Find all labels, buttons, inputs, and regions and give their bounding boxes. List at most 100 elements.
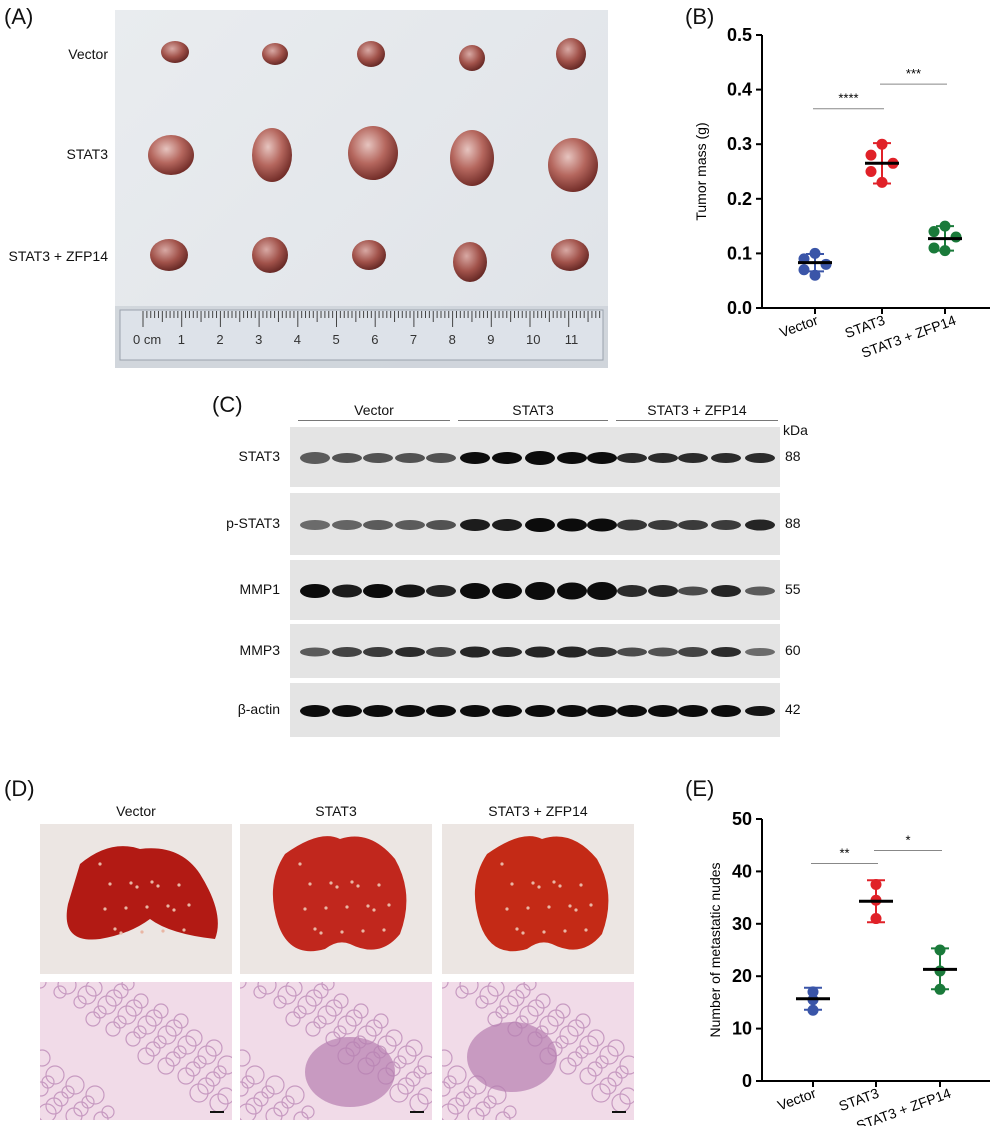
- alveolus: [475, 995, 489, 1009]
- alveolus: [479, 985, 499, 1005]
- alveolus: [113, 983, 129, 999]
- blot-band: [525, 705, 555, 717]
- alveolus: [579, 1035, 599, 1055]
- lung-gross-photo: [442, 824, 634, 974]
- alveolus: [85, 1011, 101, 1027]
- alveolus: [483, 1095, 497, 1109]
- alveolus: [455, 1091, 471, 1107]
- data-point: [928, 242, 940, 254]
- alveolus: [157, 1025, 177, 1045]
- ruler-number: 0 cm: [133, 332, 162, 347]
- alveolus: [615, 1065, 629, 1079]
- ruler-number: 1: [177, 332, 185, 347]
- blot-band: [648, 585, 678, 597]
- alveolus: [45, 1065, 65, 1085]
- metastatic-nodule: [340, 930, 344, 934]
- blot-band: [648, 705, 678, 717]
- blot-label: p-STAT3: [226, 515, 280, 531]
- alveolus: [261, 1085, 275, 1099]
- ruler-number: 11: [564, 332, 579, 347]
- metastatic-nodule: [361, 929, 365, 933]
- blot-band: [587, 452, 617, 464]
- alveolus: [125, 1031, 141, 1047]
- alveolus: [81, 1095, 95, 1109]
- blot-band: [332, 647, 362, 657]
- blot-band: [492, 519, 522, 531]
- tumor-mass-chart: 0.0 0.1 0.2 0.3 0.4 0.5 Tumor mass (g) Vector ST…: [693, 25, 990, 361]
- blot-band: [492, 452, 522, 464]
- kda-header: kDa: [783, 422, 808, 438]
- metastatic-nodule: [505, 907, 509, 911]
- metastatic-nodule: [303, 907, 307, 911]
- lung-shape: [272, 836, 407, 952]
- ruler-number: 7: [409, 332, 418, 347]
- y-axis-label: Number of metastatic nudes: [707, 862, 723, 1037]
- alveolus: [85, 1085, 105, 1105]
- blot-kda: 88: [785, 448, 801, 464]
- metastatic-nodule: [589, 903, 593, 907]
- metastatic-nodule: [324, 906, 328, 910]
- alveolus: [117, 1005, 137, 1025]
- alveolus: [165, 1051, 181, 1067]
- blot-band: [426, 453, 456, 463]
- metastatic-nodule: [108, 882, 112, 886]
- alveolus: [607, 1039, 625, 1057]
- blot-band: [492, 647, 522, 657]
- lung-column-vector: Vector: [116, 803, 156, 819]
- tumor-focus: [305, 1037, 395, 1107]
- metastatic-nodule: [558, 884, 562, 888]
- alveolus: [587, 1029, 605, 1047]
- alveolus: [487, 982, 505, 997]
- alveolus: [277, 985, 297, 1005]
- alveolus: [197, 1045, 217, 1065]
- blot-kda: 60: [785, 642, 801, 658]
- blot-band: [648, 453, 678, 463]
- blot-band: [492, 583, 522, 599]
- blot-band: [395, 647, 425, 657]
- alveolus: [297, 995, 317, 1015]
- alveolus: [313, 983, 329, 999]
- metastatic-nodule: [182, 928, 186, 932]
- data-point: [865, 166, 877, 177]
- data-point: [939, 245, 951, 257]
- alveolus: [475, 1101, 491, 1117]
- alveolus: [417, 1055, 432, 1075]
- blot-band: [332, 584, 362, 598]
- alveolus: [301, 1105, 315, 1119]
- alveolus: [447, 1065, 467, 1085]
- metastatic-nodule: [563, 929, 567, 933]
- x-tick-label: Vector: [777, 312, 820, 341]
- row-label-stat3-zfp14: STAT3 + ZFP14: [8, 248, 108, 264]
- alveolus: [503, 1105, 517, 1119]
- alveolus: [442, 1081, 451, 1097]
- blot-band: [557, 705, 587, 717]
- metastatic-nodule: [542, 930, 546, 934]
- alveolus: [293, 1111, 309, 1120]
- metastatic-nodule: [150, 880, 154, 884]
- blot-band: [678, 705, 708, 717]
- metastatic-nodule: [387, 903, 391, 907]
- metastatic-nodule: [377, 883, 381, 887]
- blot-band: [617, 519, 647, 531]
- metastatic-nodule: [129, 881, 133, 885]
- blot-strip: [290, 560, 780, 620]
- blot-kda: 42: [785, 701, 801, 717]
- row-label-vector: Vector: [68, 46, 108, 62]
- y-tick-label: 50: [732, 809, 752, 829]
- y-tick-label: 0.1: [727, 243, 752, 263]
- ruler-number: 8: [448, 332, 456, 347]
- metastatic-nodule: [584, 928, 588, 932]
- metastatic-nodule: [329, 881, 333, 885]
- lung-histology-image: [442, 982, 634, 1120]
- blot-band: [745, 706, 775, 716]
- alveolus: [153, 1035, 167, 1049]
- alveolus: [53, 1091, 69, 1107]
- alveolus: [389, 1083, 409, 1103]
- alveolus: [105, 1021, 121, 1037]
- metastatic-nodule: [166, 904, 170, 908]
- metastatic-nodule: [350, 880, 354, 884]
- alveolus: [257, 982, 277, 995]
- blot-band: [363, 584, 393, 598]
- y-tick-label: 0: [742, 1071, 752, 1091]
- y-tick-label: 10: [732, 1019, 752, 1039]
